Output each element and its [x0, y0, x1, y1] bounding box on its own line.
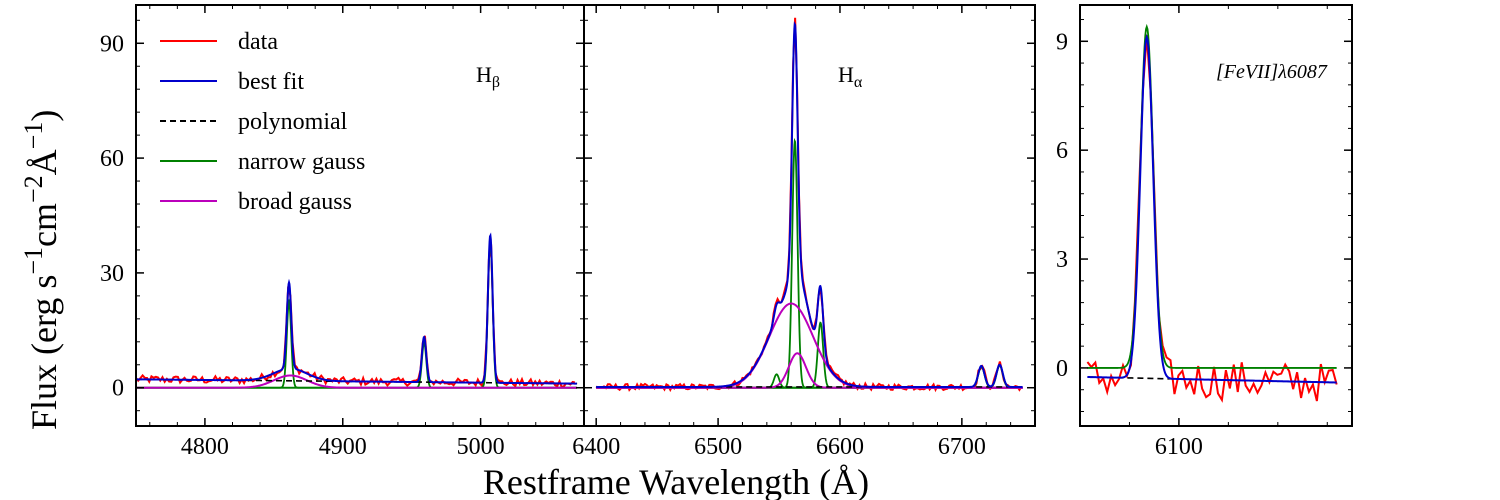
annotation-halpha: Hα — [838, 62, 863, 91]
broad-gauss-hbeta-0 — [136, 374, 578, 389]
data-line-fevii — [1086, 34, 1338, 403]
narrow-gauss-halpha-1 — [596, 137, 1023, 389]
x-tick-label: 6700 — [938, 434, 986, 460]
best-fit-line-fevii — [1087, 33, 1337, 384]
data-line-halpha — [595, 17, 1023, 393]
annotation-sub: β — [492, 74, 500, 91]
x-axis-label: Restframe Wavelength (Å) — [483, 462, 869, 500]
x-tick-label: 6600 — [816, 434, 864, 460]
panel-halpha: 6400 6500 6600 6700 Hα — [572, 4, 1036, 460]
y-tick-label: 30 — [100, 261, 124, 287]
annotation-hbeta: Hβ — [476, 62, 500, 91]
x-tick-label: 4900 — [319, 434, 367, 460]
legend-label-broad_gauss: broad gauss — [238, 189, 352, 215]
x-tick-label: 6100 — [1155, 434, 1203, 460]
y-tick-label: 60 — [100, 146, 124, 172]
y-tick-label: 3 — [1056, 247, 1068, 273]
narrow-gauss-hbeta-0 — [136, 298, 577, 389]
plot-area-halpha — [595, 17, 1023, 393]
x-tick-label: 6500 — [694, 434, 742, 460]
narrow-gauss-hbeta-2 — [136, 237, 577, 389]
y-tick-label: 9 — [1056, 29, 1068, 55]
annotation-fevii: [FeVII]λ6087 — [1216, 61, 1328, 83]
legend-label-best_fit: best fit — [238, 69, 304, 95]
x-tick-label: 4800 — [181, 434, 229, 460]
x-tick-label: 6400 — [572, 434, 620, 460]
panel-hbeta: 4800 4900 5000 0 30 60 90 Hβ — [100, 4, 585, 460]
annotation-sub: α — [854, 74, 863, 91]
legend-label-narrow_gauss: narrow gauss — [238, 149, 365, 175]
plot-area-hbeta — [136, 232, 578, 389]
best-fit-line-halpha — [596, 21, 1023, 388]
legend: data best fit polynomial narrow gauss broad … — [160, 29, 365, 215]
best-fit-line-hbeta — [136, 232, 577, 385]
y-axis-label: Flux (erg s−1cm−2Å−1) — [19, 110, 64, 430]
y-tick-label: 0 — [112, 376, 124, 402]
panel-fevii: 6100 0 3 6 9 [FeVII]λ6087 — [1056, 4, 1353, 460]
frame-hbeta — [135, 4, 585, 427]
legend-label-data: data — [238, 29, 278, 55]
data-line-hbeta — [136, 244, 576, 389]
x-tick-label: 5000 — [457, 434, 505, 460]
y-tick-label: 0 — [1056, 356, 1068, 382]
frame-halpha — [583, 4, 1036, 427]
broad-gauss-halpha-1 — [596, 352, 1023, 389]
legend-label-polynomial: polynomial — [238, 109, 348, 135]
plot-area-fevii — [1086, 23, 1338, 403]
narrow-gauss-fevii-0 — [1087, 23, 1337, 369]
y-tick-label: 90 — [100, 31, 124, 57]
narrow-gauss-halpha-2 — [596, 321, 1023, 389]
y-tick-label: 6 — [1056, 138, 1068, 164]
